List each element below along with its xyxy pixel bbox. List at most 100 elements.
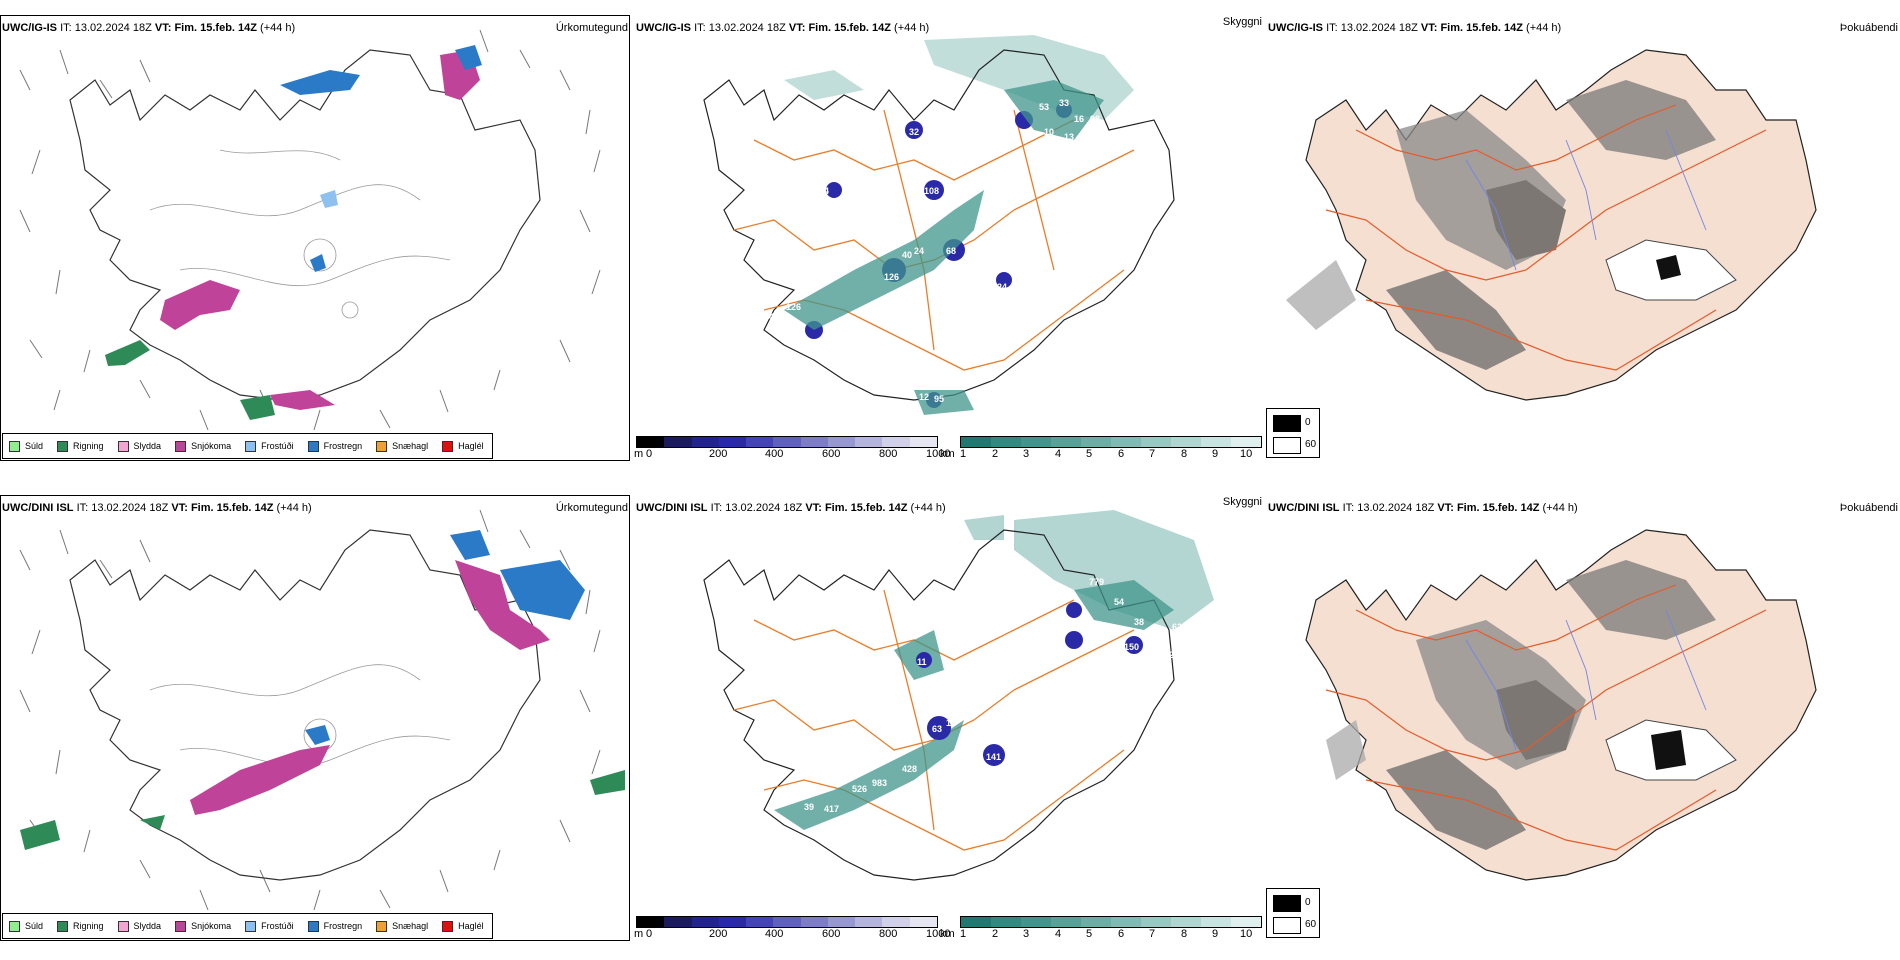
panel-title: UWC/DINI ISL IT: 13.02.2024 18Z VT: Fim.… bbox=[2, 502, 312, 514]
visibility-label: 54 bbox=[1114, 597, 1124, 607]
fog-legend-low: 60 bbox=[1305, 919, 1317, 930]
visibility-green-areas bbox=[784, 80, 1104, 415]
visibility-label: 82 bbox=[1046, 657, 1056, 667]
cloud-base-tick-labels: 0 200 400 600 800 1000 bbox=[646, 928, 950, 942]
visibility-label: 13 bbox=[1064, 132, 1074, 142]
visibility-value-labels: 779 54 38 131 62 150 201 22 11 82 63 52 … bbox=[804, 577, 1182, 814]
legend-swatch bbox=[376, 920, 388, 932]
cloud-base-tick: 800 bbox=[879, 928, 898, 940]
fog-legend-low: 60 bbox=[1305, 439, 1317, 450]
precip-type-panel: UWC/IG-IS IT: 13.02.2024 18Z VT: Fim. 15… bbox=[0, 10, 632, 475]
iceland-outline bbox=[703, 49, 1175, 401]
fog-shading bbox=[964, 510, 1214, 630]
visibility-label: 40 bbox=[902, 250, 912, 260]
visibility-label: 62 bbox=[1172, 622, 1182, 632]
visibility-label: 417 bbox=[824, 804, 839, 814]
fog-legend-high: 0 bbox=[1305, 417, 1311, 428]
visibility-label: 108 bbox=[926, 272, 941, 282]
cloud-base-unit: m bbox=[634, 448, 644, 460]
visibility-tick: 1 bbox=[960, 928, 967, 940]
fog-legend-high-swatch bbox=[1273, 895, 1301, 912]
legend-item: Haglél bbox=[442, 440, 484, 452]
visibility-tick: 1 bbox=[960, 448, 967, 460]
visibility-label: 983 bbox=[872, 778, 887, 788]
visibility-tick: 10 bbox=[1240, 928, 1253, 940]
visibility-label: 131 bbox=[1144, 627, 1159, 637]
visibility-label: 32 bbox=[909, 127, 919, 137]
visibility-label: 95 bbox=[934, 394, 944, 404]
visibility-label: 39 bbox=[804, 802, 814, 812]
legend-item: Haglél bbox=[442, 920, 484, 932]
cloud-base-tick: 0 bbox=[646, 928, 653, 940]
cloud-base-tick: 800 bbox=[879, 448, 898, 460]
precip-type-panel: UWC/DINI ISL IT: 13.02.2024 18Z VT: Fim.… bbox=[0, 490, 632, 955]
legend-swatch bbox=[117, 920, 129, 932]
panel-frame bbox=[0, 15, 630, 461]
cloud-base-tick: 600 bbox=[822, 928, 841, 940]
roads bbox=[1325, 104, 1767, 371]
visibility-tick: 2 bbox=[992, 448, 999, 460]
visibility-label: 16 bbox=[1074, 114, 1084, 124]
panel-parameter-name: Skyggni bbox=[1222, 496, 1262, 508]
visibility-label: 52 bbox=[979, 732, 989, 742]
visibility-label: 15 bbox=[794, 337, 804, 347]
visibility-panel: 779 54 38 131 62 150 201 22 11 82 63 52 … bbox=[634, 490, 1264, 955]
precip-type-map bbox=[19, 509, 625, 911]
precip-freezing-rain bbox=[280, 45, 482, 272]
forecast-row-igis: UWC/IG-IS IT: 13.02.2024 18Z VT: Fim. 15… bbox=[0, 10, 1900, 480]
panel-parameter-name: Úrkomutegund bbox=[555, 22, 628, 34]
legend-swatch bbox=[9, 920, 20, 932]
visibility-panel: 33 16 98 53 13 10 108 32 20 104 68 24 40… bbox=[634, 10, 1264, 475]
precip-freezing-drizzle bbox=[320, 190, 338, 208]
panel-title: UWC/IG-IS IT: 13.02.2024 18Z VT: Fim. 15… bbox=[1268, 22, 1562, 34]
visibility-tick: 4 bbox=[1055, 928, 1062, 940]
legend-item: Súld bbox=[9, 920, 43, 932]
visibility-tick: 2 bbox=[992, 928, 999, 940]
legend-item: Súld bbox=[9, 440, 43, 452]
legend-swatch bbox=[117, 440, 129, 452]
wind-barbs bbox=[19, 509, 601, 911]
visibility-label: 54 bbox=[764, 312, 774, 322]
precip-legend: Súld Rigning Slydda Snjókoma Frostúði Fr… bbox=[2, 913, 493, 939]
legend-item: Frostúði bbox=[245, 920, 294, 932]
precip-snow bbox=[160, 50, 480, 410]
fog-legend-low-swatch bbox=[1273, 437, 1301, 454]
fog-map bbox=[1286, 49, 1817, 401]
legend-swatch bbox=[307, 920, 319, 932]
panel-frame bbox=[0, 495, 630, 941]
visibility-tick-labels: 1 2 3 4 5 6 7 8 9 10 bbox=[960, 448, 1260, 462]
cloud-base-tick: 200 bbox=[709, 448, 728, 460]
visibility-tick-labels: 1 2 3 4 5 6 7 8 9 10 bbox=[960, 928, 1260, 942]
visibility-tick: 10 bbox=[1240, 448, 1253, 460]
panel-parameter-name: Þokuábendi bbox=[1839, 22, 1898, 34]
legend-swatch bbox=[57, 440, 69, 452]
visibility-label: 53 bbox=[1039, 102, 1049, 112]
panel-parameter-name: Skyggni bbox=[1222, 16, 1262, 28]
panel-parameter-name: Úrkomutegund bbox=[555, 502, 628, 514]
fog-map bbox=[1305, 529, 1817, 881]
visibility-tick: 6 bbox=[1118, 448, 1125, 460]
fog-panel: UWC/IG-IS IT: 13.02.2024 18Z VT: Fim. 15… bbox=[1266, 10, 1900, 475]
cloud-base-colorbar bbox=[636, 436, 938, 448]
precip-freezing-rain bbox=[305, 530, 585, 745]
cloud-base-tick: 600 bbox=[822, 448, 841, 460]
fog-legend-high: 0 bbox=[1305, 897, 1311, 908]
visibility-label: 141 bbox=[986, 752, 1001, 762]
visibility-label: 63 bbox=[932, 724, 942, 734]
visibility-label: 11 bbox=[917, 657, 927, 667]
legend-item: Rigning bbox=[57, 920, 104, 932]
precip-snow bbox=[190, 560, 550, 815]
visibility-label: 17 bbox=[774, 347, 784, 357]
inland-contours bbox=[149, 149, 451, 319]
legend-swatch bbox=[307, 440, 319, 452]
visibility-label: 24 bbox=[914, 246, 924, 256]
visibility-tick: 5 bbox=[1086, 928, 1093, 940]
fog-dense-spot bbox=[1651, 730, 1686, 770]
cloud-base-tick: 1000 bbox=[926, 448, 951, 460]
visibility-colorbar bbox=[960, 916, 1262, 928]
cloud-base-tick-labels: 0 200 400 600 800 1000 bbox=[646, 448, 950, 462]
legend-item: Frostregn bbox=[307, 440, 362, 452]
fog-dense-spot bbox=[1656, 255, 1681, 280]
visibility-label: 38 bbox=[1134, 617, 1144, 627]
visibility-label: 201 bbox=[1150, 650, 1165, 660]
